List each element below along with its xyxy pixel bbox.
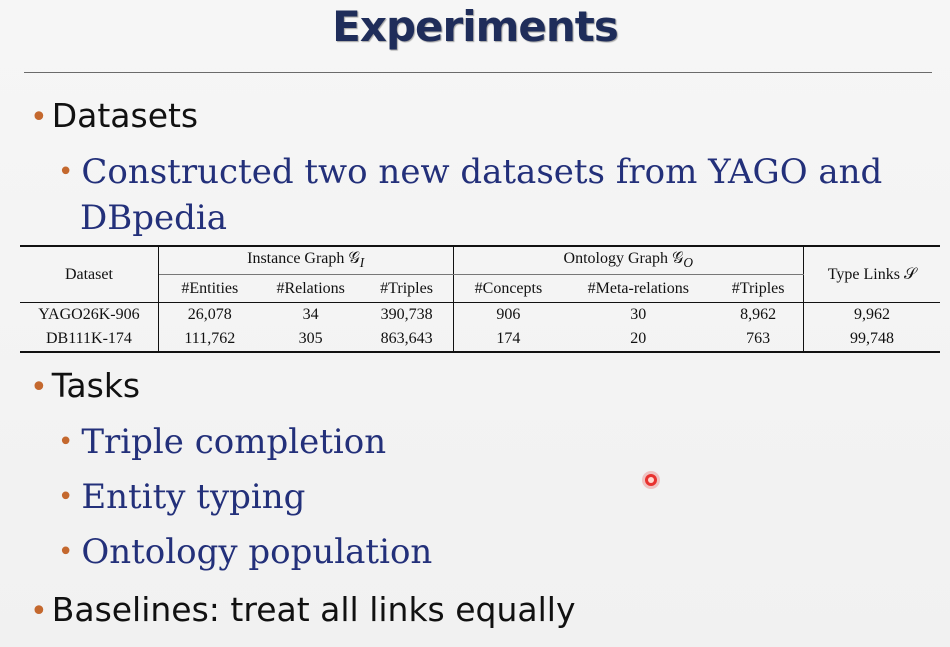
task-item-triple-completion: Triple completion — [81, 422, 387, 462]
col-relations-header: #Relations — [260, 274, 361, 303]
task-item-entity-typing: Entity typing — [81, 477, 306, 517]
title-divider — [24, 72, 932, 73]
col-type-links-header: Type Links 𝒮 — [803, 247, 940, 303]
cell-triples: 390,738 — [360, 302, 454, 327]
cell-dataset: DB111K-174 — [20, 327, 159, 351]
group-instance-graph-label: Instance Graph 𝒢 — [247, 249, 360, 267]
col-dataset-header: Dataset — [20, 247, 159, 303]
group-ontology-graph-header: Ontology Graph 𝒢O — [453, 247, 805, 275]
bullet-tasks-label: Tasks — [51, 366, 141, 405]
cell-entities: 111,762 — [184, 330, 236, 347]
group-ontology-graph-label: Ontology Graph 𝒢 — [563, 249, 684, 267]
table-row: DB111K-174 111,762 305 863,643 174 20 76… — [20, 327, 940, 351]
cell-meta-relations: 30 — [630, 306, 647, 323]
cell-meta-relations: 20 — [630, 330, 647, 347]
cell-relations: 305 — [298, 330, 323, 347]
cell-type-links: 9,962 — [854, 306, 891, 323]
cell-entities: 26,078 — [187, 306, 232, 323]
group-instance-graph-header: Instance Graph 𝒢I — [158, 247, 454, 275]
bullet-datasets: • Datasets — [30, 96, 198, 135]
col-concepts-header: #Concepts — [453, 274, 564, 303]
col-entities-header: #Entities — [158, 274, 261, 303]
cell-relations: 34 — [302, 306, 319, 323]
cell-concepts: 174 — [496, 330, 521, 347]
table-row: YAGO26K-906 26,078 34 390,738 906 30 8,9… — [20, 302, 940, 327]
cell-onto-triples: 8,962 — [713, 302, 805, 327]
cell-type-links: 99,748 — [850, 330, 895, 347]
bullet-datasets-label: Datasets — [51, 96, 199, 135]
col-onto-triples-header: #Triples — [713, 274, 805, 303]
sub-bullet-datasets-line2: DBpedia — [80, 198, 228, 238]
cell-onto-triples: 763 — [713, 327, 805, 351]
datasets-table: Dataset Instance Graph 𝒢I Ontology Graph… — [20, 245, 940, 353]
laser-pointer-icon — [645, 474, 657, 486]
bullet-baselines: • Baselines: treat all links equally — [30, 590, 576, 629]
sub-bullet-task: • Triple completion — [58, 422, 386, 462]
sub-bullet-task: • Ontology population — [58, 532, 432, 572]
bullet-dot-icon: • — [30, 100, 48, 135]
task-item-ontology-population: Ontology population — [81, 532, 433, 572]
bullet-dot-icon: • — [30, 594, 48, 629]
bullet-dot-icon: • — [58, 537, 74, 567]
bullet-dot-icon: • — [58, 157, 74, 187]
group-instance-graph-sub: I — [359, 255, 365, 271]
bullet-dot-icon: • — [58, 482, 74, 512]
cell-dataset: YAGO26K-906 — [20, 302, 159, 327]
sub-bullet-datasets-line1: Constructed two new datasets from YAGO a… — [81, 152, 883, 192]
col-meta-relations-header: #Meta-relations — [563, 274, 714, 303]
group-ontology-graph-sub: O — [683, 255, 694, 271]
cell-concepts: 906 — [496, 306, 521, 323]
sub-bullet-task: • Entity typing — [58, 477, 305, 517]
bullet-baselines-label: Baselines: treat all links equally — [51, 590, 576, 629]
bullet-dot-icon: • — [58, 427, 74, 457]
col-triples-header: #Triples — [360, 274, 454, 303]
bullet-tasks: • Tasks — [30, 366, 140, 405]
sub-bullet-datasets-desc: • Constructed two new datasets from YAGO … — [58, 152, 882, 192]
slide-title: Experiments — [332, 2, 619, 51]
bullet-dot-icon: • — [30, 370, 48, 405]
cell-triples: 863,643 — [360, 327, 454, 351]
